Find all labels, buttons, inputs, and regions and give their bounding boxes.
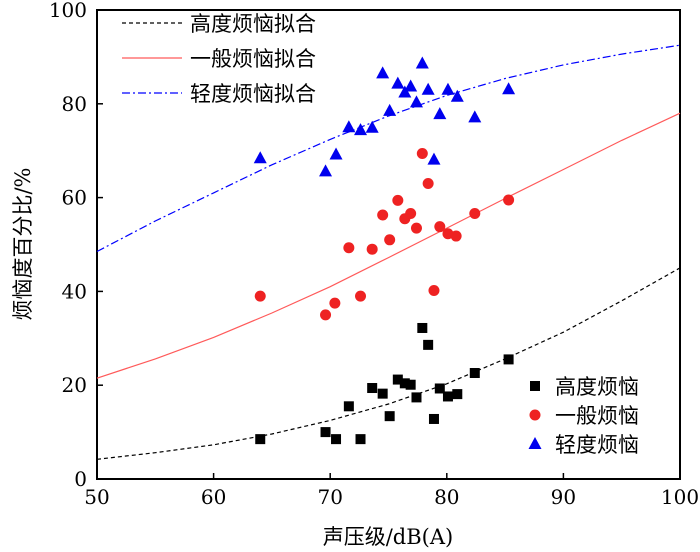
point-moderate bbox=[410, 222, 422, 234]
point-moderate bbox=[254, 290, 266, 302]
point-high bbox=[442, 391, 453, 402]
point-high bbox=[503, 354, 514, 365]
point-slight bbox=[404, 79, 418, 92]
y-axis-label: 烦恼度百分比/% bbox=[11, 167, 35, 320]
point-slight bbox=[329, 147, 343, 160]
point-high bbox=[434, 383, 445, 394]
point-slight bbox=[409, 95, 423, 108]
point-high bbox=[255, 434, 266, 445]
point-slight bbox=[391, 76, 405, 89]
fit-curve-moderate bbox=[96, 112, 681, 379]
point-high bbox=[384, 411, 395, 422]
point-moderate bbox=[355, 290, 367, 302]
point-high bbox=[343, 401, 354, 412]
point-moderate bbox=[416, 148, 428, 160]
y-tick-label: 80 bbox=[62, 92, 87, 116]
y-tick-label: 60 bbox=[62, 186, 87, 210]
x-tick-label: 80 bbox=[434, 485, 459, 509]
point-moderate bbox=[343, 242, 355, 254]
legend-fit-label-moderate: 一般烦恼拟合 bbox=[190, 47, 316, 71]
point-moderate bbox=[320, 309, 332, 321]
point-slight bbox=[398, 85, 412, 98]
point-slight bbox=[253, 151, 267, 164]
point-slight bbox=[383, 103, 397, 116]
point-high bbox=[320, 427, 331, 438]
point-moderate bbox=[392, 194, 404, 206]
fit-curve-high bbox=[96, 267, 681, 460]
point-high bbox=[417, 322, 428, 333]
fit-curves bbox=[96, 44, 681, 460]
legend-fit-label-slight: 轻度烦恼拟合 bbox=[190, 82, 316, 106]
point-moderate bbox=[405, 208, 417, 220]
point-moderate bbox=[428, 284, 440, 296]
data-points bbox=[253, 56, 516, 445]
point-high bbox=[355, 434, 366, 445]
point-slight bbox=[441, 82, 455, 95]
x-axis-label: 声压级/dB(A) bbox=[323, 525, 454, 549]
y-tick-label: 40 bbox=[62, 279, 87, 303]
point-slight bbox=[319, 164, 333, 177]
x-tick-label: 90 bbox=[551, 485, 576, 509]
point-moderate bbox=[329, 297, 341, 309]
point-high bbox=[428, 413, 439, 424]
point-slight bbox=[415, 56, 429, 69]
point-slight bbox=[365, 120, 379, 133]
point-moderate bbox=[384, 234, 396, 246]
legend-fit-label-high: 高度烦恼拟合 bbox=[190, 12, 316, 36]
legend-label-high: 高度烦恼 bbox=[555, 375, 639, 399]
x-tick-label: 70 bbox=[317, 485, 342, 509]
point-moderate bbox=[377, 209, 389, 221]
y-tick-label: 0 bbox=[74, 467, 87, 491]
point-high bbox=[423, 339, 434, 350]
point-slight bbox=[376, 66, 390, 79]
legend-label-moderate: 一般烦恼 bbox=[555, 404, 639, 428]
point-moderate bbox=[469, 208, 481, 220]
point-high bbox=[399, 378, 410, 389]
x-tick-label: 60 bbox=[201, 485, 226, 509]
point-high bbox=[367, 383, 378, 394]
point-high bbox=[392, 374, 403, 385]
point-high bbox=[411, 392, 422, 403]
point-moderate bbox=[450, 230, 462, 242]
point-slight bbox=[342, 120, 356, 133]
point-slight bbox=[468, 110, 482, 123]
point-slight bbox=[502, 82, 516, 95]
legend-marker-moderate bbox=[529, 409, 541, 421]
point-moderate bbox=[434, 221, 446, 233]
point-slight bbox=[450, 89, 464, 102]
point-high bbox=[331, 434, 342, 445]
point-high bbox=[469, 368, 480, 379]
legend-marker-slight bbox=[528, 437, 542, 449]
fit-curve-slight bbox=[96, 44, 681, 253]
legend-marker-high bbox=[530, 381, 540, 391]
legend-label-slight: 轻度烦恼 bbox=[555, 433, 639, 457]
point-moderate bbox=[422, 178, 434, 190]
point-high bbox=[405, 379, 416, 390]
point-high bbox=[377, 388, 388, 399]
x-tick-label: 100 bbox=[661, 485, 699, 509]
y-tick-label: 20 bbox=[62, 373, 87, 397]
y-tick-label: 100 bbox=[49, 0, 87, 22]
point-slight bbox=[421, 82, 435, 95]
point-slight bbox=[433, 107, 447, 120]
point-slight bbox=[427, 152, 441, 165]
point-high bbox=[452, 389, 463, 400]
point-moderate bbox=[503, 194, 515, 206]
point-slight bbox=[354, 123, 368, 136]
point-moderate bbox=[366, 243, 378, 255]
x-tick-label: 50 bbox=[84, 485, 109, 509]
axis-ticks: 50 60 70 80 90 100 0 20 40 60 80 100 bbox=[49, 0, 699, 509]
plot-frame bbox=[96, 9, 681, 480]
